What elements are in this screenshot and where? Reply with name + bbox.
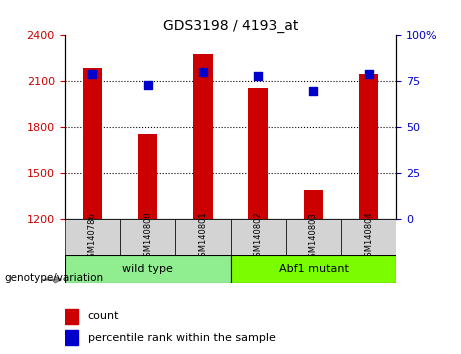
Text: GSM140800: GSM140800 (143, 212, 152, 263)
Point (365, 71, 372, 77)
FancyBboxPatch shape (65, 255, 230, 283)
FancyBboxPatch shape (341, 219, 396, 255)
Bar (65, 330, 78, 345)
Bar (359, 74, 378, 354)
Bar (138, 134, 157, 354)
Title: GDS3198 / 4193_at: GDS3198 / 4193_at (163, 19, 298, 33)
Text: genotype/variation: genotype/variation (5, 273, 104, 283)
FancyBboxPatch shape (230, 219, 286, 255)
Bar (248, 87, 268, 354)
Text: GSM140803: GSM140803 (309, 212, 318, 263)
Bar (304, 190, 323, 354)
Text: GSM140786: GSM140786 (88, 212, 97, 263)
FancyBboxPatch shape (120, 219, 175, 255)
Text: GSM140802: GSM140802 (254, 212, 263, 263)
Point (254, 73, 262, 79)
FancyBboxPatch shape (230, 255, 396, 283)
Point (89, 71, 96, 77)
Text: GSM140801: GSM140801 (198, 212, 207, 263)
FancyBboxPatch shape (65, 219, 120, 255)
Point (310, 88, 317, 93)
Text: count: count (88, 311, 119, 321)
FancyBboxPatch shape (286, 219, 341, 255)
Bar (65, 309, 78, 324)
Text: wild type: wild type (122, 264, 173, 274)
Point (199, 69, 207, 75)
Point (144, 82, 151, 88)
FancyBboxPatch shape (175, 219, 230, 255)
Text: GSM140804: GSM140804 (364, 212, 373, 263)
Bar (193, 54, 213, 354)
Text: Abf1 mutant: Abf1 mutant (278, 264, 349, 274)
Text: percentile rank within the sample: percentile rank within the sample (88, 332, 276, 343)
Bar (83, 68, 102, 354)
